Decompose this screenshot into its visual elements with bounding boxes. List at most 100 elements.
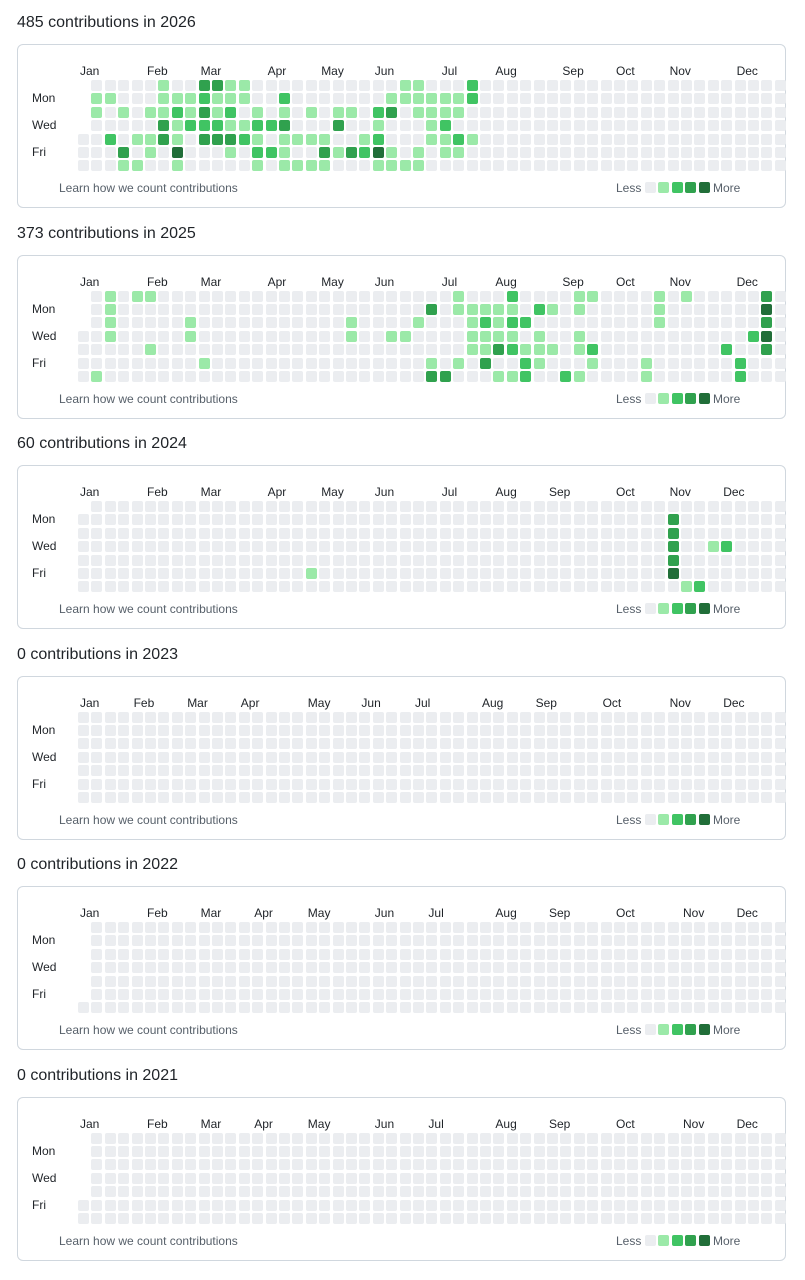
contribution-day-cell[interactable] (279, 962, 290, 974)
contribution-day-cell[interactable] (225, 370, 237, 382)
contribution-day-cell[interactable] (547, 160, 558, 172)
contribution-day-cell[interactable] (158, 330, 170, 342)
contribution-day-cell[interactable] (198, 1132, 210, 1144)
contribution-day-cell[interactable] (667, 962, 679, 974)
contribution-day-cell[interactable] (413, 922, 424, 933)
contribution-day-cell[interactable] (265, 935, 277, 947)
contribution-day-cell[interactable] (439, 962, 451, 974)
contribution-day-cell[interactable] (614, 514, 625, 526)
contribution-day-cell[interactable] (131, 765, 143, 777)
contribution-day-cell[interactable] (533, 1002, 545, 1014)
contribution-day-cell[interactable] (131, 290, 143, 302)
contribution-day-cell[interactable] (332, 93, 344, 105)
contribution-day-cell[interactable] (104, 765, 116, 777)
contribution-day-cell[interactable] (171, 922, 183, 933)
contribution-day-cell[interactable] (346, 1145, 357, 1157)
contribution-day-cell[interactable] (346, 541, 357, 553)
contribution-day-cell[interactable] (667, 765, 679, 777)
contribution-day-cell[interactable] (91, 1145, 103, 1157)
contribution-day-cell[interactable] (480, 989, 491, 1000)
contribution-day-cell[interactable] (359, 120, 371, 132)
contribution-day-cell[interactable] (145, 935, 156, 947)
contribution-day-cell[interactable] (118, 160, 130, 172)
contribution-day-cell[interactable] (372, 935, 384, 947)
contribution-day-cell[interactable] (707, 724, 719, 736)
contribution-day-cell[interactable] (520, 1159, 532, 1171)
contribution-day-cell[interactable] (238, 765, 250, 777)
contribution-day-cell[interactable] (279, 1002, 290, 1014)
contribution-day-cell[interactable] (131, 120, 143, 132)
contribution-day-cell[interactable] (91, 778, 103, 790)
contribution-day-cell[interactable] (721, 711, 733, 723)
contribution-day-cell[interactable] (774, 514, 786, 526)
contribution-day-cell[interactable] (573, 975, 585, 987)
contribution-day-cell[interactable] (413, 370, 424, 382)
contribution-day-cell[interactable] (225, 724, 237, 736)
contribution-day-cell[interactable] (681, 751, 692, 763)
contribution-day-cell[interactable] (171, 581, 183, 593)
contribution-day-cell[interactable] (346, 1002, 357, 1014)
contribution-day-cell[interactable] (466, 1159, 478, 1171)
contribution-day-cell[interactable] (614, 106, 625, 118)
contribution-day-cell[interactable] (506, 1132, 518, 1144)
contribution-day-cell[interactable] (520, 357, 532, 369)
contribution-day-cell[interactable] (252, 344, 264, 356)
contribution-day-cell[interactable] (654, 290, 666, 302)
contribution-day-cell[interactable] (734, 93, 746, 105)
contribution-day-cell[interactable] (587, 738, 599, 750)
contribution-day-cell[interactable] (614, 370, 625, 382)
contribution-day-cell[interactable] (212, 1199, 223, 1211)
contribution-day-cell[interactable] (185, 147, 197, 158)
contribution-day-cell[interactable] (91, 147, 103, 158)
contribution-day-cell[interactable] (252, 1186, 264, 1198)
contribution-day-cell[interactable] (681, 989, 692, 1000)
contribution-day-cell[interactable] (118, 989, 130, 1000)
contribution-day-cell[interactable] (91, 541, 103, 553)
contribution-day-cell[interactable] (131, 1159, 143, 1171)
contribution-day-cell[interactable] (279, 303, 290, 315)
contribution-day-cell[interactable] (319, 1002, 331, 1014)
contribution-day-cell[interactable] (614, 568, 625, 579)
contribution-day-cell[interactable] (426, 120, 438, 132)
contribution-day-cell[interactable] (466, 527, 478, 539)
contribution-day-cell[interactable] (654, 922, 666, 933)
contribution-day-cell[interactable] (252, 724, 264, 736)
contribution-day-cell[interactable] (748, 357, 759, 369)
contribution-day-cell[interactable] (131, 1172, 143, 1184)
contribution-day-cell[interactable] (91, 711, 103, 723)
contribution-day-cell[interactable] (560, 554, 572, 566)
contribution-day-cell[interactable] (614, 317, 625, 329)
contribution-day-cell[interactable] (104, 357, 116, 369)
contribution-day-cell[interactable] (198, 80, 210, 91)
contribution-day-cell[interactable] (439, 738, 451, 750)
contribution-day-cell[interactable] (506, 724, 518, 736)
contribution-day-cell[interactable] (533, 357, 545, 369)
contribution-day-cell[interactable] (627, 330, 639, 342)
contribution-day-cell[interactable] (721, 357, 733, 369)
contribution-day-cell[interactable] (158, 1002, 170, 1014)
contribution-day-cell[interactable] (560, 711, 572, 723)
contribution-day-cell[interactable] (91, 948, 103, 960)
contribution-day-cell[interactable] (158, 989, 170, 1000)
contribution-day-cell[interactable] (279, 133, 290, 145)
contribution-day-cell[interactable] (305, 370, 317, 382)
contribution-day-cell[interactable] (265, 975, 277, 987)
contribution-day-cell[interactable] (131, 1145, 143, 1157)
contribution-day-cell[interactable] (587, 554, 599, 566)
contribution-day-cell[interactable] (506, 317, 518, 329)
contribution-day-cell[interactable] (614, 975, 625, 987)
contribution-day-cell[interactable] (533, 738, 545, 750)
contribution-day-cell[interactable] (761, 357, 773, 369)
contribution-day-cell[interactable] (493, 922, 505, 933)
contribution-day-cell[interactable] (694, 581, 706, 593)
contribution-day-cell[interactable] (225, 317, 237, 329)
contribution-day-cell[interactable] (265, 724, 277, 736)
contribution-day-cell[interactable] (131, 989, 143, 1000)
contribution-day-cell[interactable] (453, 330, 465, 342)
contribution-day-cell[interactable] (332, 330, 344, 342)
contribution-day-cell[interactable] (413, 935, 424, 947)
contribution-day-cell[interactable] (560, 765, 572, 777)
contribution-day-cell[interactable] (600, 344, 612, 356)
contribution-day-cell[interactable] (533, 711, 545, 723)
contribution-day-cell[interactable] (439, 1172, 451, 1184)
